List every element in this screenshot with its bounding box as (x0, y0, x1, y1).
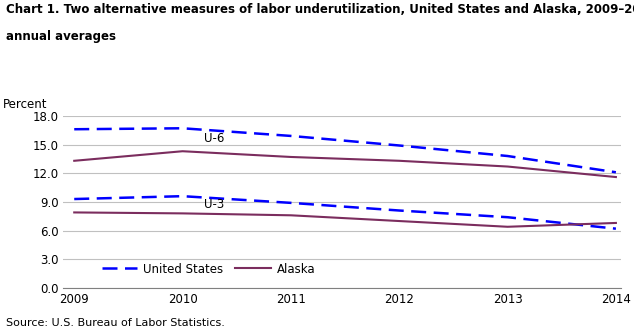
Text: Source: U.S. Bureau of Labor Statistics.: Source: U.S. Bureau of Labor Statistics. (6, 318, 225, 328)
Text: Chart 1. Two alternative measures of labor underutilization, United States and A: Chart 1. Two alternative measures of lab… (6, 3, 634, 16)
Text: annual averages: annual averages (6, 30, 117, 43)
Legend: United States, Alaska: United States, Alaska (97, 258, 320, 280)
Text: U-3: U-3 (204, 198, 224, 211)
Text: U-6: U-6 (204, 132, 224, 145)
Text: Percent: Percent (3, 98, 48, 111)
